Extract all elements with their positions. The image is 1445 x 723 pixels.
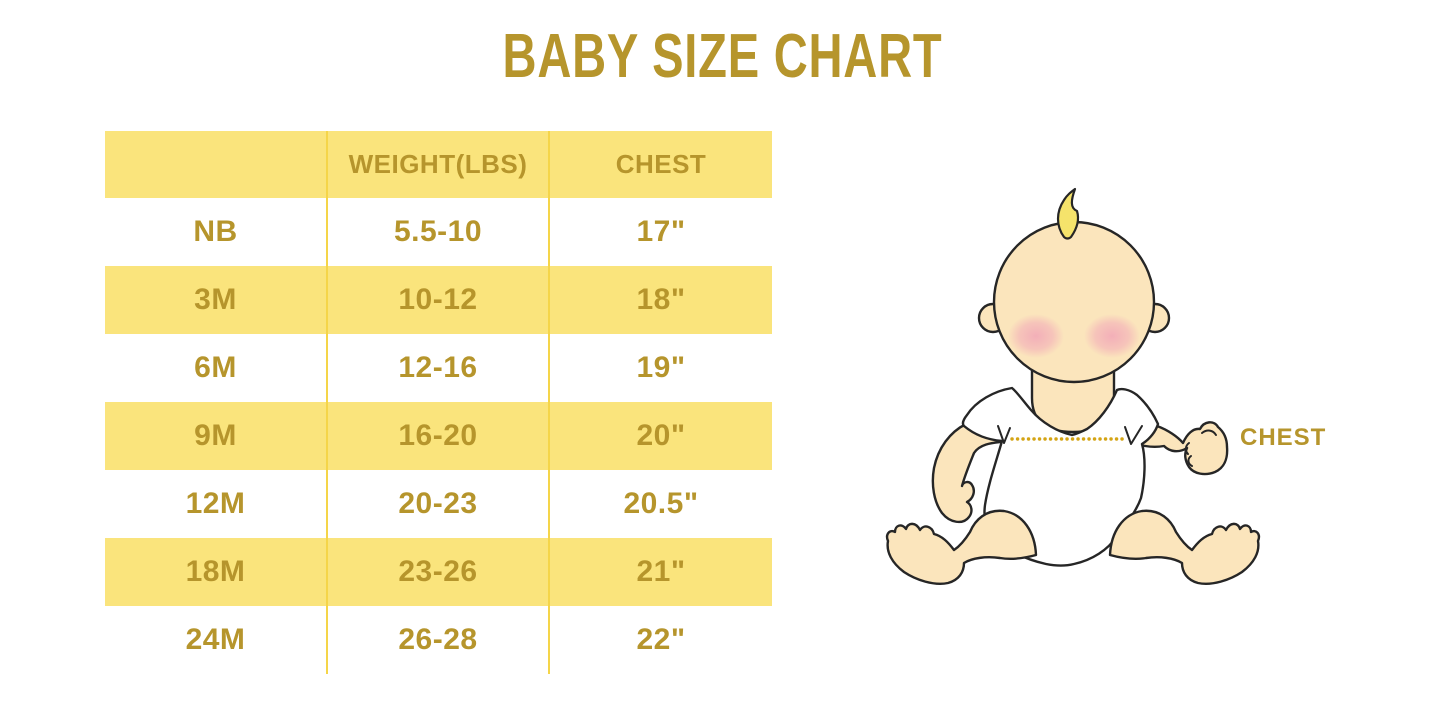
table-row: 18M 23-26 21"	[105, 538, 772, 606]
chest-cell: 22"	[548, 606, 772, 674]
size-cell: 12M	[185, 487, 246, 520]
size-cell: 18M	[185, 555, 246, 588]
baby-leg-left	[885, 509, 1038, 585]
weight-cell: 23-26	[326, 538, 549, 606]
chest-label: CHEST	[1240, 424, 1327, 451]
weight-cell: 16-20	[326, 402, 549, 470]
weight-cell: 26-28	[326, 606, 549, 674]
chest-cell: 20"	[548, 402, 772, 470]
size-table: WEIGHT(LBS) CHEST NB 5.5-10 17" 3M 10-12…	[105, 131, 772, 674]
size-cell: 3M	[194, 283, 237, 316]
table-header-row: WEIGHT(LBS) CHEST	[105, 131, 772, 198]
table-row: NB 5.5-10 17"	[105, 198, 772, 266]
fist-knuckle-detail	[1184, 442, 1193, 467]
baby-hair-curl	[1056, 187, 1080, 240]
weight-cell: 10-12	[326, 266, 549, 334]
baby-blush-right	[1084, 314, 1140, 358]
size-cell: 24M	[185, 623, 246, 656]
baby-blush-left	[1008, 314, 1064, 358]
baby-head	[992, 220, 1156, 384]
size-cell: 9M	[194, 419, 237, 452]
header-weight: WEIGHT(LBS)	[326, 131, 549, 198]
chest-cell: 21"	[548, 538, 772, 606]
table-row: 12M 20-23 20.5"	[105, 470, 772, 538]
chest-cell: 18"	[548, 266, 772, 334]
baby-illustration	[885, 187, 1261, 585]
chest-cell: 20.5"	[548, 470, 772, 538]
table-row: 9M 16-20 20"	[105, 402, 772, 470]
fist-thumb-detail	[1201, 429, 1217, 436]
table-row: 24M 26-28 22"	[105, 606, 772, 674]
page-title: BABY SIZE CHART	[502, 22, 943, 91]
weight-cell: 12-16	[326, 334, 549, 402]
header-size	[105, 131, 327, 198]
baby-arm-left	[931, 422, 1003, 524]
armpit-seam-right	[1124, 425, 1143, 445]
chest-cell: 17"	[548, 198, 772, 266]
armpit-seam-left	[997, 425, 1011, 444]
weight-cell: 5.5-10	[326, 198, 549, 266]
size-cell: NB	[193, 215, 238, 248]
table-row: 3M 10-12 18"	[105, 266, 772, 334]
size-cell: 6M	[194, 351, 237, 384]
header-chest: CHEST	[548, 131, 772, 198]
chest-cell: 19"	[548, 334, 772, 402]
baby-leg-right	[1108, 509, 1261, 585]
table-row: 6M 12-16 19"	[105, 334, 772, 402]
baby-figure	[860, 180, 1360, 610]
weight-cell: 20-23	[326, 470, 549, 538]
